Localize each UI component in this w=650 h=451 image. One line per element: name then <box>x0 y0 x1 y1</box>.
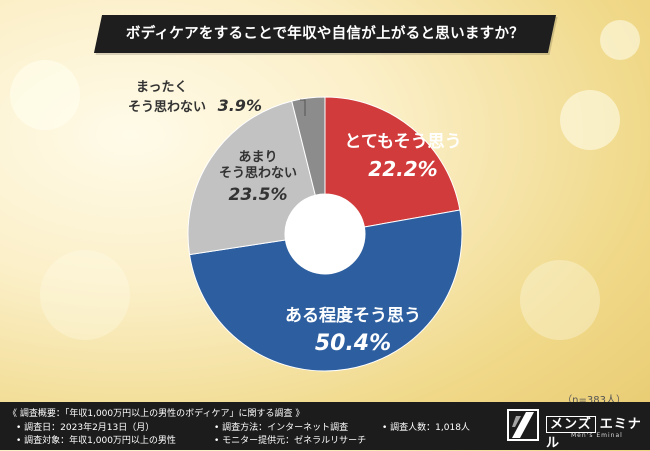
label-not-at-all: まったく そう思わない 3.9% <box>128 80 288 115</box>
survey-method: • 調査方法：インターネット調査 <box>214 423 349 433</box>
label-not-at-all-value: 3.9% <box>217 96 262 116</box>
survey-count: • 調査人数：1,018人 <box>382 423 470 433</box>
label-not-much-value: 23.5% <box>228 184 288 205</box>
bokeh-decoration <box>600 20 640 60</box>
survey-date: • 調査日：2023年2月13日（月） <box>16 423 155 433</box>
label-not-much: あまり そう思わない 23.5% <box>203 150 313 205</box>
label-very-much: とてもそう思う 22.2% <box>338 132 468 181</box>
bokeh-decoration <box>10 60 80 130</box>
label-very-much-value: 22.2% <box>368 157 438 182</box>
donut-hole <box>285 194 365 274</box>
brand-logo-mark <box>507 409 539 441</box>
survey-target: • 調査対象：年収1,000万円以上の男性 <box>16 436 176 446</box>
brand-logo-text: メンズ エミナル <box>546 413 650 451</box>
brand-logo-boxed: メンズ <box>546 416 596 433</box>
label-not-much-line1: あまり <box>238 150 278 165</box>
brand-logo-name: エミナル <box>546 417 642 451</box>
label-somewhat-value: 50.4% <box>314 331 392 357</box>
leader-line-not-at-all <box>300 99 306 116</box>
bokeh-decoration <box>560 90 620 150</box>
bokeh-decoration <box>40 250 130 340</box>
bokeh-decoration <box>520 260 600 340</box>
footer-bar <box>0 402 650 450</box>
brand-slash-icon <box>512 412 534 438</box>
sample-size-note: （n=383人） <box>562 395 626 406</box>
brand-logo-subtext: Men's Eminal <box>571 432 623 439</box>
label-not-much-line2: そう思わない <box>218 166 297 182</box>
label-somewhat-name: ある程度そう思う <box>285 306 421 326</box>
label-somewhat: ある程度そう思う 50.4% <box>268 306 438 356</box>
survey-provider: • モニター提供元：ゼネラルリサーチ <box>214 436 367 446</box>
label-not-at-all-line2: そう思わない <box>128 100 207 116</box>
label-very-much-name: とてもそう思う <box>344 132 462 152</box>
chart-title: ボディケアをすることで年収や自信が上がると思いますか？ <box>125 26 525 42</box>
label-not-at-all-line1: まったく <box>136 80 188 95</box>
survey-heading: 《 調査概要：「年収1,000万円以上の男性のボディケア」に関する調査 》 <box>8 409 305 419</box>
